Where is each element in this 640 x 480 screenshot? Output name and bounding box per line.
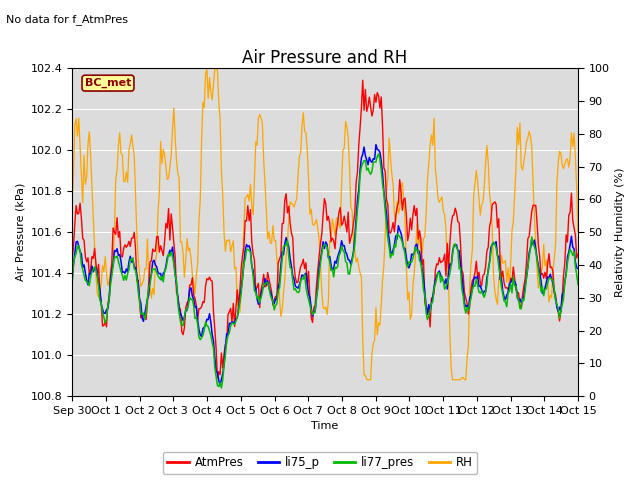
Text: No data for f_AtmPres: No data for f_AtmPres	[6, 14, 129, 25]
X-axis label: Time: Time	[312, 421, 339, 432]
Y-axis label: Relativity Humidity (%): Relativity Humidity (%)	[615, 168, 625, 297]
Text: BC_met: BC_met	[84, 78, 131, 88]
Title: Air Pressure and RH: Air Pressure and RH	[243, 48, 408, 67]
Legend: AtmPres, li75_p, li77_pres, RH: AtmPres, li75_p, li77_pres, RH	[163, 452, 477, 474]
Y-axis label: Air Pressure (kPa): Air Pressure (kPa)	[15, 183, 25, 281]
